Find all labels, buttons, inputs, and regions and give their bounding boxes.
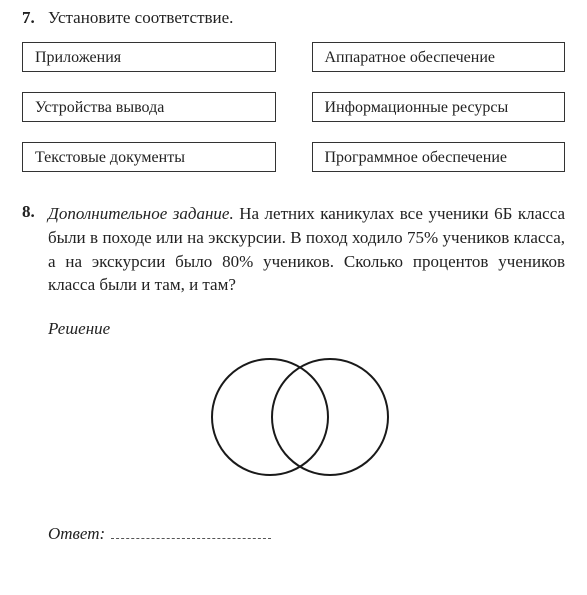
task7-right-3: Программное обеспечение [312,142,566,172]
task7-left-1: Приложения [22,42,276,72]
task8-body: Дополнительное задание. На летних канику… [48,202,565,297]
task7-prompt: Установите соответствие. [48,8,233,28]
task7-boxes: Приложения Аппаратное обеспечение Устрой… [22,42,565,172]
task7-left-3: Текстовые документы [22,142,276,172]
task7-header: 7. Установите соответствие. [22,8,565,28]
task7-right-1: Аппаратное обеспечение [312,42,566,72]
solution-label: Решение [48,319,565,339]
task7-right-2: Информационные ресурсы [312,92,566,122]
task7-left-2: Устройства вывода [22,92,276,122]
task7-number: 7. [22,8,48,28]
answer-blank[interactable] [111,521,271,539]
venn-diagram [184,353,404,481]
task8-number: 8. [22,202,48,297]
answer-row: Ответ: [48,521,565,544]
task8: 8. Дополнительное задание. На летних кан… [22,202,565,297]
answer-label: Ответ: [48,524,105,544]
task8-lead: Дополнительное задание. [48,204,234,223]
